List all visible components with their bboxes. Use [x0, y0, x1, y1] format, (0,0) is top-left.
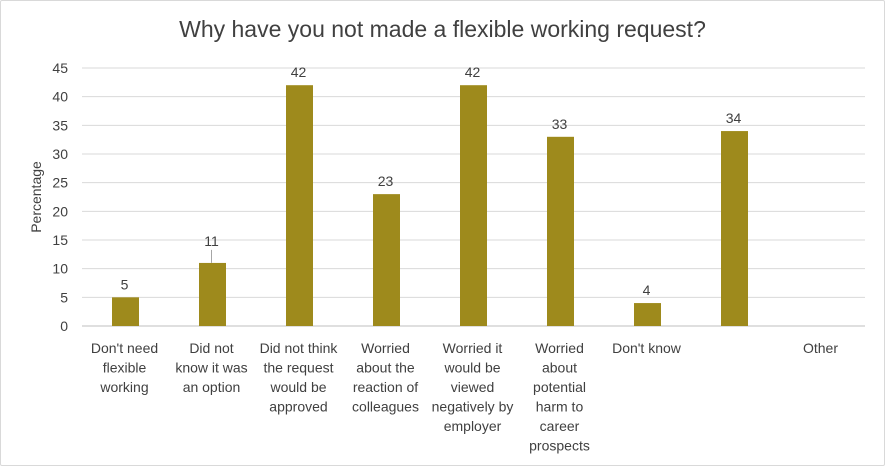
bar — [112, 297, 139, 326]
y-tick-label: 30 — [52, 146, 68, 162]
y-tick-label: 0 — [60, 318, 68, 334]
category-label: working — [99, 379, 148, 395]
category-label: harm to — [536, 399, 584, 415]
category-label: colleagues — [352, 399, 419, 415]
bar — [199, 262, 226, 326]
data-label: 42 — [291, 64, 307, 80]
data-label: 33 — [552, 116, 568, 132]
category-label: Did not think — [260, 340, 339, 356]
category-label: the request — [263, 360, 333, 376]
category-label: Other — [803, 340, 838, 356]
y-tick-label: 35 — [52, 117, 68, 133]
y-tick-label: 5 — [60, 289, 68, 305]
category-label: prospects — [529, 438, 590, 454]
bar — [373, 194, 400, 326]
y-axis-title: Percentage — [28, 161, 44, 233]
category-label: about — [542, 360, 577, 376]
chart-title: Why have you not made a flexible working… — [179, 16, 706, 42]
bar — [721, 131, 748, 326]
category-label: viewed — [451, 379, 495, 395]
category-label: would be — [443, 360, 500, 376]
data-label: 42 — [465, 64, 481, 80]
category-label: flexible — [103, 360, 147, 376]
category-label: Worried — [361, 340, 410, 356]
category-label: about the — [356, 360, 415, 376]
category-label: reaction of — [353, 379, 418, 395]
y-tick-label: 25 — [52, 175, 68, 191]
bar — [460, 85, 487, 326]
y-tick-label: 45 — [52, 60, 68, 76]
data-label: 4 — [643, 282, 651, 298]
bar — [634, 303, 661, 326]
data-label: 23 — [378, 173, 394, 189]
category-label: Don't need — [91, 340, 158, 356]
category-label: know it was — [175, 360, 247, 376]
data-label: 34 — [726, 110, 742, 126]
category-label: would be — [269, 379, 326, 395]
category-label: employer — [444, 418, 502, 434]
y-tick-label: 20 — [52, 203, 68, 219]
category-label: approved — [269, 399, 327, 415]
category-label: potential — [533, 379, 586, 395]
y-tick-label: 40 — [52, 89, 68, 105]
bar — [286, 85, 313, 326]
bar — [547, 136, 574, 326]
category-label: Don't know — [612, 340, 682, 356]
data-label: 11 — [204, 233, 219, 249]
y-tick-label: 10 — [52, 261, 68, 277]
category-label: Worried — [535, 340, 584, 356]
data-label: 5 — [121, 276, 129, 292]
category-label: Did not — [189, 340, 233, 356]
category-label: an option — [183, 379, 241, 395]
category-label: negatively by — [432, 399, 514, 415]
y-tick-label: 15 — [52, 232, 68, 248]
category-label: career — [540, 418, 580, 434]
category-label: Worried it — [443, 340, 503, 356]
